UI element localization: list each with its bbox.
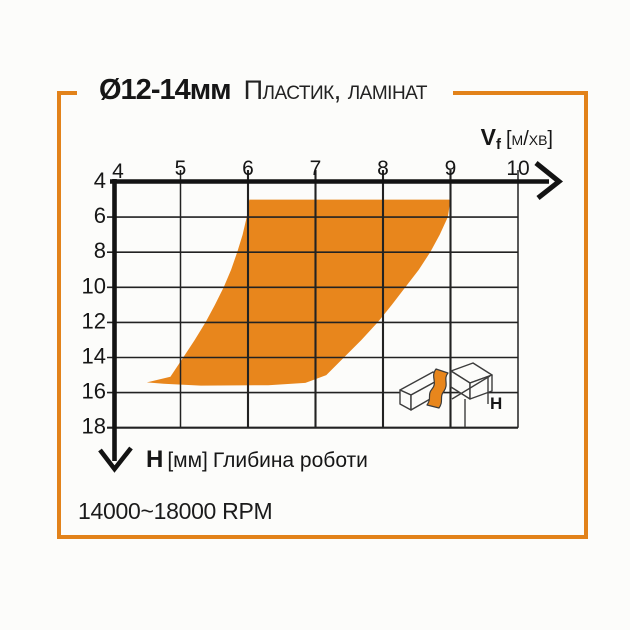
x-axis-symbol: V — [480, 124, 496, 150]
operating-range-band — [146, 199, 451, 386]
x-tick-label: 10 — [506, 157, 529, 180]
x-tick-label: 4 — [112, 160, 124, 183]
x-axis-symbol-sub: f — [495, 136, 501, 153]
x-axis-arrow — [534, 161, 564, 200]
x-axis-label: Vf [м/хв] — [481, 124, 553, 153]
y-tick-label: 6 — [94, 203, 106, 228]
y-tick-label: 8 — [94, 238, 106, 263]
icon-h-label: H — [490, 394, 502, 413]
y-tick-label: 16 — [82, 379, 106, 404]
depth-of-cut-icon: H — [399, 362, 502, 427]
y-axis-symbol: H — [146, 446, 164, 473]
x-axis-units: [м/хв] — [505, 128, 553, 150]
y-tick-label: 10 — [82, 273, 106, 298]
icon-milled-profile — [426, 368, 449, 409]
rpm-note: 14000~18000 RPM — [78, 498, 273, 524]
y-tick-label: 12 — [82, 308, 106, 333]
chart-axes — [98, 161, 564, 473]
operating-range-area — [146, 199, 451, 386]
y-axis-arrow — [98, 446, 133, 473]
title-material: Пластик, ламінат — [243, 74, 428, 105]
x-tick-label: 8 — [377, 157, 389, 180]
y-tick-label: 18 — [82, 414, 106, 439]
y-tick-label: 14 — [82, 344, 106, 369]
x-tick-label: 7 — [310, 157, 322, 180]
right-block-front-face — [469, 374, 493, 400]
x-tick-label: 5 — [175, 157, 187, 180]
y-axis-units: [мм] — [167, 449, 208, 472]
icon-diagonal-line — [451, 375, 491, 400]
title-diameter: Ø12-14мм — [99, 73, 232, 106]
y-axis-title: Глибина роботи — [212, 449, 368, 472]
x-tick-label: 9 — [445, 157, 457, 180]
page-title: Ø12-14мм Пластик, ламінат — [77, 72, 453, 108]
y-axis-label: H [мм] Глибина роботи — [146, 446, 368, 474]
chart-grid — [107, 170, 519, 429]
x-tick-label: 6 — [242, 157, 254, 180]
y-tick-label: 4 — [94, 168, 106, 193]
